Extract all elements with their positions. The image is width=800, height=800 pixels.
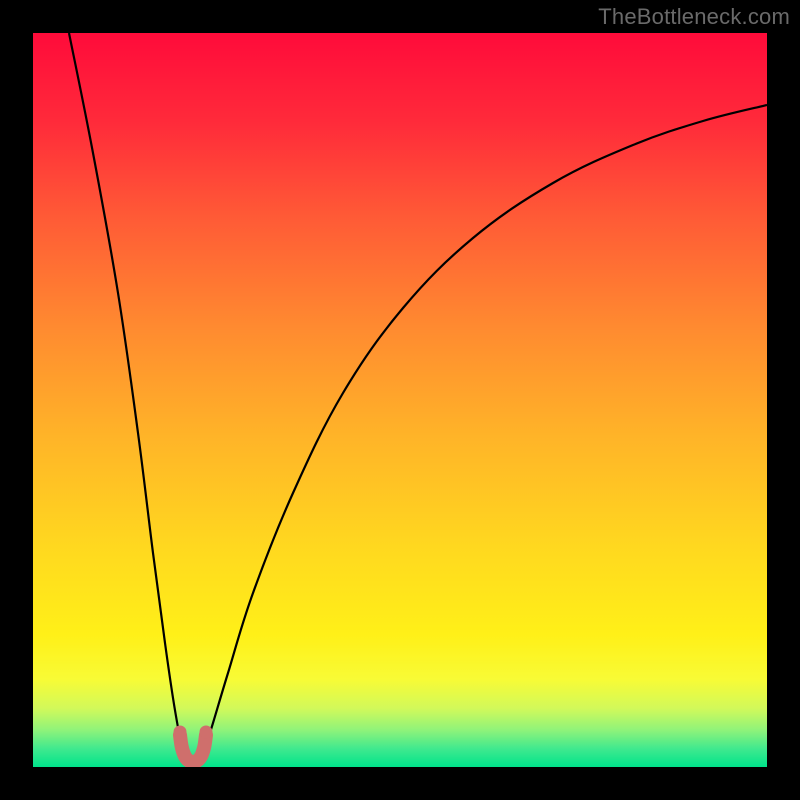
plot-area (33, 33, 767, 767)
valley-marker-dot-left (174, 726, 187, 739)
valley-marker-dot-right (200, 726, 213, 739)
gradient-background (33, 33, 767, 767)
watermark-label: TheBottleneck.com (598, 4, 790, 30)
chart-canvas: TheBottleneck.com (0, 0, 800, 800)
gradient-svg (33, 33, 767, 767)
